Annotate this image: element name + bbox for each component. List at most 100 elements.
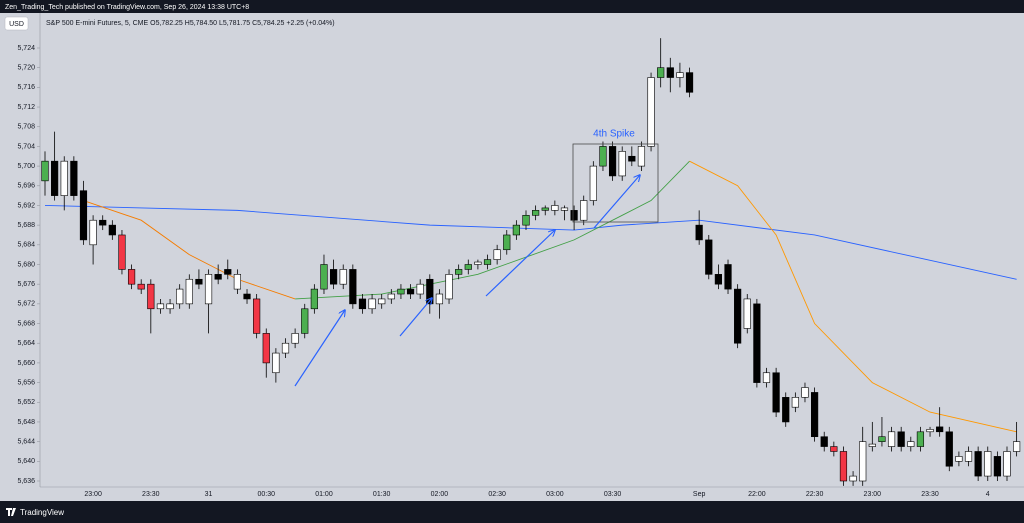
- candle-body: [1003, 451, 1011, 477]
- candle-body: [618, 151, 626, 177]
- candle-body: [118, 234, 126, 270]
- candle-body: [522, 214, 530, 226]
- candle-body: [166, 303, 174, 310]
- candle-body: [849, 475, 857, 482]
- y-tick-label: 5,664: [17, 340, 35, 347]
- plot: 5,636 5,640 5,644 5,648 5,652 5,656 5,660 5,664…: [17, 38, 1021, 498]
- candle-body: [839, 451, 848, 482]
- candle-body: [599, 146, 607, 167]
- candle-body: [493, 249, 501, 260]
- candle-body: [108, 224, 116, 236]
- candle-body: [455, 269, 463, 275]
- candle-body: [89, 219, 97, 246]
- candle-body: [137, 283, 145, 290]
- candle-body: [782, 397, 790, 423]
- x-tick-label: 23:00: [84, 491, 102, 498]
- candle-body: [41, 160, 49, 182]
- x-tick-label: 02:00: [431, 491, 449, 498]
- x-tick-label: 31: [205, 491, 213, 498]
- candle-body: [397, 288, 405, 295]
- y-tick-label: 5,660: [17, 360, 35, 367]
- y-tick-label: 5,692: [17, 202, 35, 209]
- candle-body: [156, 303, 165, 310]
- y-tick-label: 5,680: [17, 261, 35, 268]
- candle-body: [714, 274, 722, 285]
- x-tick-label: Sep: [693, 491, 706, 498]
- candle-body: [734, 288, 742, 344]
- candle-body: [70, 160, 78, 196]
- candle-body: [435, 293, 444, 305]
- candle-body: [820, 436, 828, 447]
- x-tick-label: 22:30: [806, 491, 824, 498]
- candle-body: [868, 443, 876, 447]
- candle-body: [176, 288, 184, 305]
- candle-body: [214, 274, 222, 280]
- candle-body: [897, 431, 905, 447]
- candle-body: [281, 342, 290, 354]
- candle-body: [762, 372, 771, 383]
- candle-body: [695, 224, 703, 241]
- y-tick-label: 5,712: [17, 104, 35, 111]
- candle-body: [464, 264, 472, 270]
- candle-body: [272, 352, 280, 374]
- candle-body: [676, 72, 684, 78]
- y-tick-label: 5,648: [17, 419, 35, 426]
- candle-body: [503, 234, 511, 251]
- candle-body: [127, 269, 136, 285]
- footer-bar: [0, 501, 1024, 523]
- candle-body: [560, 207, 569, 211]
- y-tick-label: 5,708: [17, 124, 35, 131]
- candle-body: [830, 446, 838, 452]
- candle-body: [551, 205, 559, 211]
- currency-box[interactable]: [4, 16, 29, 31]
- candle-body: [1013, 441, 1021, 452]
- chart-area: [0, 13, 1024, 501]
- candle-body: [964, 451, 973, 462]
- y-tick-label: 5,716: [17, 84, 35, 91]
- moving-average: [83, 200, 296, 300]
- x-tick-label: 00:30: [257, 491, 275, 498]
- moving-average: [689, 160, 1017, 433]
- annotation: 4th Spike: [593, 129, 635, 140]
- candle-body: [772, 372, 780, 413]
- candle-body: [185, 278, 193, 305]
- candle-body: [743, 298, 751, 329]
- candle-body: [916, 431, 925, 447]
- x-tick-label: 23:30: [921, 491, 939, 498]
- candle-body: [512, 224, 520, 236]
- candle-body: [60, 160, 68, 196]
- candle-body: [474, 261, 482, 265]
- candle-body: [253, 298, 261, 334]
- symbol-line: S&P 500 E-mini Futures, 5, CME O5,782.25…: [46, 20, 335, 27]
- y-tick-label: 5,724: [17, 45, 35, 52]
- candle-body: [810, 392, 819, 438]
- candle-body: [406, 288, 415, 295]
- y-tick-label: 5,640: [17, 458, 35, 465]
- publisher: Zen_Trading_Tech published on TradingVie…: [5, 4, 249, 11]
- candle-body: [666, 67, 674, 78]
- candle-body: [445, 274, 453, 300]
- y-tick-label: 5,652: [17, 399, 35, 406]
- highlight-box: [572, 143, 659, 223]
- candle-body: [541, 207, 549, 211]
- candle-body: [243, 293, 251, 300]
- candle-body: [349, 269, 357, 305]
- brand: TradingView: [20, 508, 64, 517]
- candle-body: [387, 293, 395, 300]
- candle-body: [291, 333, 299, 344]
- candle-body: [233, 274, 242, 290]
- candle-body: [887, 431, 896, 447]
- y-tick-label: 5,676: [17, 281, 35, 288]
- candle-body: [580, 200, 588, 221]
- candle-body: [724, 264, 732, 290]
- candle-body: [378, 298, 386, 305]
- candle-body: [195, 278, 203, 285]
- candle-body: [224, 269, 232, 275]
- y-tick-label: 5,684: [17, 242, 35, 249]
- candle-body: [685, 72, 694, 93]
- currency: USD: [9, 21, 24, 28]
- x-tick-label: 01:00: [315, 491, 333, 498]
- candle-body: [204, 274, 213, 305]
- candle-body: [416, 283, 424, 295]
